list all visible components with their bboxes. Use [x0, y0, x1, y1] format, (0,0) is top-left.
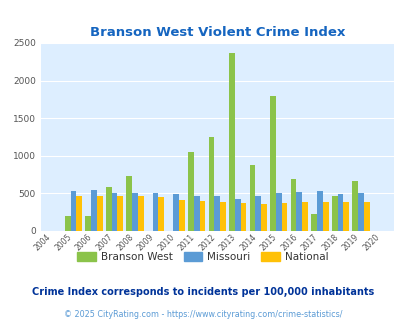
Bar — [208, 137, 214, 231]
Bar — [322, 202, 328, 231]
Bar — [301, 202, 307, 231]
Bar — [158, 197, 164, 231]
Bar — [76, 196, 82, 231]
Bar — [316, 191, 322, 231]
Bar — [91, 190, 97, 231]
Bar — [65, 216, 70, 231]
Bar — [337, 194, 343, 231]
Bar — [240, 203, 246, 231]
Bar — [311, 214, 316, 231]
Bar — [331, 196, 337, 231]
Bar — [363, 202, 369, 231]
Bar — [290, 179, 296, 231]
Bar — [117, 196, 123, 231]
Bar — [97, 196, 102, 231]
Bar — [357, 193, 363, 231]
Bar — [106, 187, 111, 231]
Bar — [255, 196, 260, 231]
Legend: Branson West, Missouri, National: Branson West, Missouri, National — [73, 248, 332, 266]
Bar — [269, 96, 275, 231]
Bar — [275, 193, 281, 231]
Bar — [70, 191, 76, 231]
Bar — [234, 199, 240, 231]
Bar — [126, 176, 132, 231]
Text: © 2025 CityRating.com - https://www.cityrating.com/crime-statistics/: © 2025 CityRating.com - https://www.city… — [64, 310, 341, 319]
Bar — [249, 165, 255, 231]
Bar — [199, 201, 205, 231]
Bar — [173, 194, 179, 231]
Bar — [179, 200, 184, 231]
Bar — [152, 193, 158, 231]
Text: Crime Index corresponds to incidents per 100,000 inhabitants: Crime Index corresponds to incidents per… — [32, 287, 373, 297]
Bar — [132, 193, 138, 231]
Title: Branson West Violent Crime Index: Branson West Violent Crime Index — [89, 26, 344, 39]
Bar — [281, 203, 287, 231]
Bar — [296, 192, 301, 231]
Bar — [188, 152, 193, 231]
Bar — [193, 196, 199, 231]
Bar — [111, 193, 117, 231]
Bar — [228, 53, 234, 231]
Bar — [260, 204, 266, 231]
Bar — [138, 196, 143, 231]
Bar — [85, 216, 91, 231]
Bar — [220, 202, 225, 231]
Bar — [214, 196, 220, 231]
Bar — [352, 181, 357, 231]
Bar — [343, 202, 348, 231]
